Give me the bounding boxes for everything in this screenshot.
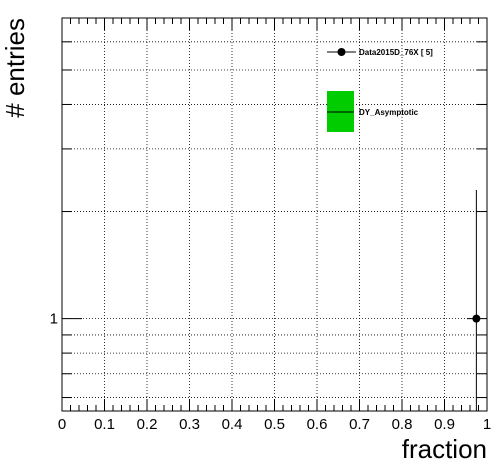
plot-frame <box>61 17 488 412</box>
data-point <box>472 314 481 323</box>
x-tick-labels: 0 0.1 0.2 0.3 0.4 0.5 0.6 0.7 0.8 0.9 1 <box>58 416 491 433</box>
axis-ticks <box>61 18 488 411</box>
x-tick-label: 0.9 <box>434 416 455 433</box>
legend-data-marker <box>337 48 346 56</box>
data-points <box>472 189 481 411</box>
x-tick-label: 0.6 <box>307 416 328 433</box>
x-tick-label: 0.5 <box>264 416 285 433</box>
x-tick-label: 0.7 <box>349 416 370 433</box>
legend: Data2015D_76X [ 5] DY_Asymptotic <box>327 48 433 132</box>
grid <box>62 18 487 411</box>
y-tick-labels: 1 <box>50 311 58 328</box>
x-tick-label: 0.8 <box>392 416 413 433</box>
x-tick-label: 0 <box>58 416 66 433</box>
legend-label-dy: DY_Asymptotic <box>359 108 419 117</box>
x-tick-label: 1 <box>483 416 491 433</box>
x-tick-label: 0.4 <box>222 416 243 433</box>
x-tick-label: 0.2 <box>137 416 158 433</box>
x-tick-label: 0.3 <box>179 416 200 433</box>
x-axis-title: fraction <box>402 434 487 464</box>
y-tick-label: 1 <box>50 311 58 328</box>
x-tick-label: 0.1 <box>94 416 115 433</box>
y-axis-title: # entries <box>0 18 30 118</box>
legend-label-data: Data2015D_76X [ 5] <box>359 48 433 57</box>
